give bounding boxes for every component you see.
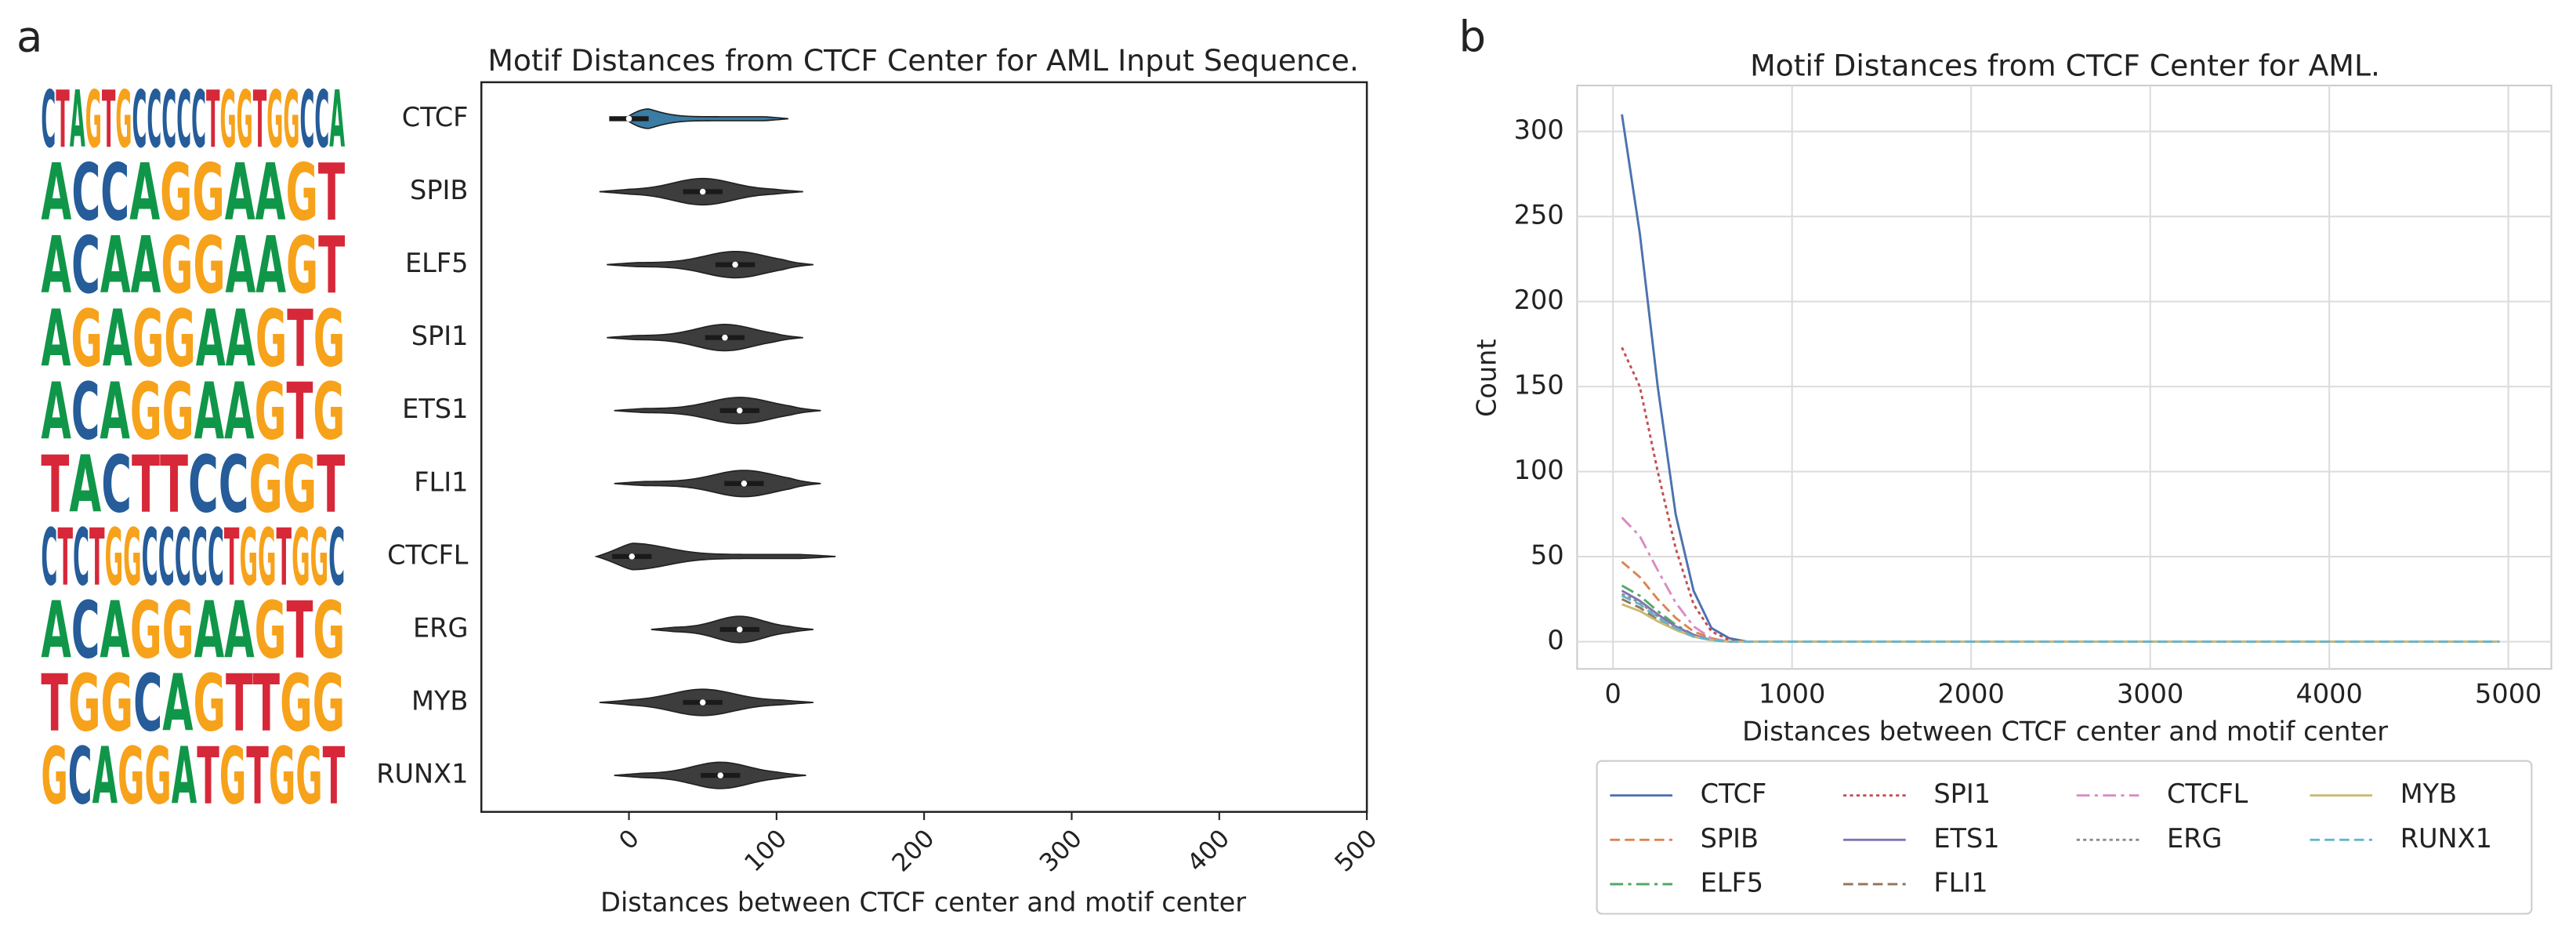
x-tick-label: 3000	[2117, 678, 2183, 709]
x-tick-label: 0	[614, 825, 645, 856]
x-tick-label: 1000	[1759, 678, 1825, 709]
x-tick-label: 400	[1182, 825, 1235, 878]
y-tick-label: 250	[1514, 200, 1564, 230]
legend-label: CTCF	[1701, 778, 1767, 809]
median	[736, 407, 743, 414]
x-tick-label: 4000	[2296, 678, 2363, 709]
violin	[594, 542, 836, 571]
violin	[607, 324, 803, 352]
sequence-logo: CTAGTGCCCCCTGGTGGCCA	[41, 75, 345, 166]
category-label: ELF5	[405, 248, 469, 278]
sequence-logo: ACAGGAAGTG	[41, 367, 345, 458]
series-line	[1621, 603, 2500, 644]
median	[732, 261, 738, 268]
sequence-logo: TACTTCCGGT	[41, 440, 345, 531]
sequence-logo: TGGCAGTTGG	[41, 658, 345, 749]
sequence-logo: GCAGGATGTGGT	[41, 731, 345, 822]
violin	[623, 108, 788, 129]
violin	[614, 397, 821, 425]
x-tick-label: 0	[1604, 678, 1621, 709]
legend-label: FLI1	[1933, 867, 1987, 898]
category-label: SPI1	[411, 321, 469, 351]
sequence-logo: ACAAGGAAGT	[41, 221, 345, 312]
sequence-logo: AGAGGAAGTG	[41, 294, 345, 385]
x-tick-label: 5000	[2475, 678, 2542, 709]
legend-label: ERG	[2167, 823, 2222, 854]
sequence-logo: CTCTGGCCCCCTGGTGGC	[41, 513, 345, 604]
category-label: FLI1	[414, 466, 468, 497]
sequence-logo: ACAGGAAGTG	[41, 586, 345, 677]
panel-label: b	[1459, 12, 1487, 62]
chart-title: Motif Distances from CTCF Center for AML…	[487, 43, 1359, 78]
median	[699, 188, 706, 195]
legend-label: SPIB	[1701, 823, 1759, 854]
series-line	[1621, 594, 2500, 644]
y-tick-label: 100	[1514, 455, 1564, 485]
x-axis-label: Distances between CTCF center and motif …	[600, 887, 1246, 918]
category-label: ERG	[413, 612, 468, 643]
x-tick-label: 2000	[1938, 678, 2005, 709]
median	[625, 115, 632, 122]
sequence-logo: ACCAGGAAGT	[41, 148, 345, 239]
violin	[614, 470, 821, 498]
chart-title: Motif Distances from CTCF Center for AML…	[1750, 49, 2380, 83]
median	[722, 334, 728, 341]
legend-label: MYB	[2400, 778, 2457, 809]
legend-label: RUNX1	[2400, 823, 2492, 854]
category-label: CTCF	[402, 102, 469, 132]
panel-label: a	[16, 12, 42, 62]
plot-area	[1576, 85, 2552, 670]
median	[717, 772, 724, 778]
legend-label: ELF5	[1701, 867, 1764, 898]
y-axis-label: Count	[1472, 339, 1502, 417]
category-label: CTCFL	[387, 539, 469, 570]
series-line	[1621, 593, 2500, 644]
series-line	[1621, 598, 2500, 644]
y-tick-label: 0	[1547, 625, 1563, 655]
y-tick-label: 300	[1514, 114, 1564, 145]
median	[629, 553, 636, 560]
y-tick-label: 200	[1514, 285, 1564, 315]
category-label: ETS1	[402, 394, 468, 424]
legend-label: CTCFL	[2167, 778, 2248, 809]
x-tick-label: 200	[887, 825, 940, 878]
legend-box	[1596, 760, 2533, 915]
legend-label: SPI1	[1933, 778, 1991, 809]
median	[741, 481, 748, 487]
legend-label: ETS1	[1933, 823, 1999, 854]
category-label: SPIB	[410, 175, 468, 205]
y-tick-label: 50	[1531, 540, 1564, 571]
x-tick-label: 300	[1034, 825, 1088, 878]
violin	[607, 250, 814, 279]
x-tick-label: 100	[739, 825, 792, 878]
category-label: RUNX1	[376, 759, 468, 789]
category-label: MYB	[411, 686, 468, 717]
median	[736, 626, 743, 633]
median	[699, 699, 706, 706]
y-tick-label: 150	[1514, 370, 1564, 401]
x-axis-label: Distances between CTCF center and motif …	[1742, 717, 2388, 747]
x-tick-label: 500	[1330, 825, 1383, 878]
